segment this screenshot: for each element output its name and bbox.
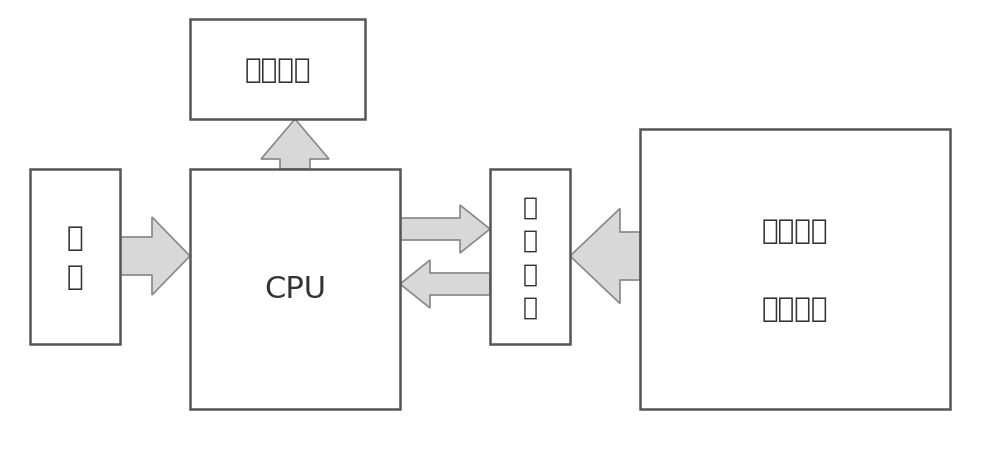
Text: CPU: CPU — [264, 275, 326, 304]
Bar — [640, 130, 950, 409]
Bar — [190, 170, 400, 409]
Polygon shape — [261, 120, 329, 170]
Polygon shape — [120, 217, 190, 295]
Text: 针灸指力

探测模块: 针灸指力 探测模块 — [762, 217, 828, 322]
Polygon shape — [400, 206, 490, 253]
Bar — [30, 170, 120, 344]
Polygon shape — [400, 260, 490, 308]
Bar — [490, 170, 570, 344]
Polygon shape — [570, 209, 640, 304]
Text: 总
线
接
口: 总 线 接 口 — [522, 195, 538, 319]
Bar — [190, 20, 365, 120]
Text: 液晶显示: 液晶显示 — [244, 56, 311, 84]
Text: 电
源: 电 源 — [67, 223, 83, 290]
